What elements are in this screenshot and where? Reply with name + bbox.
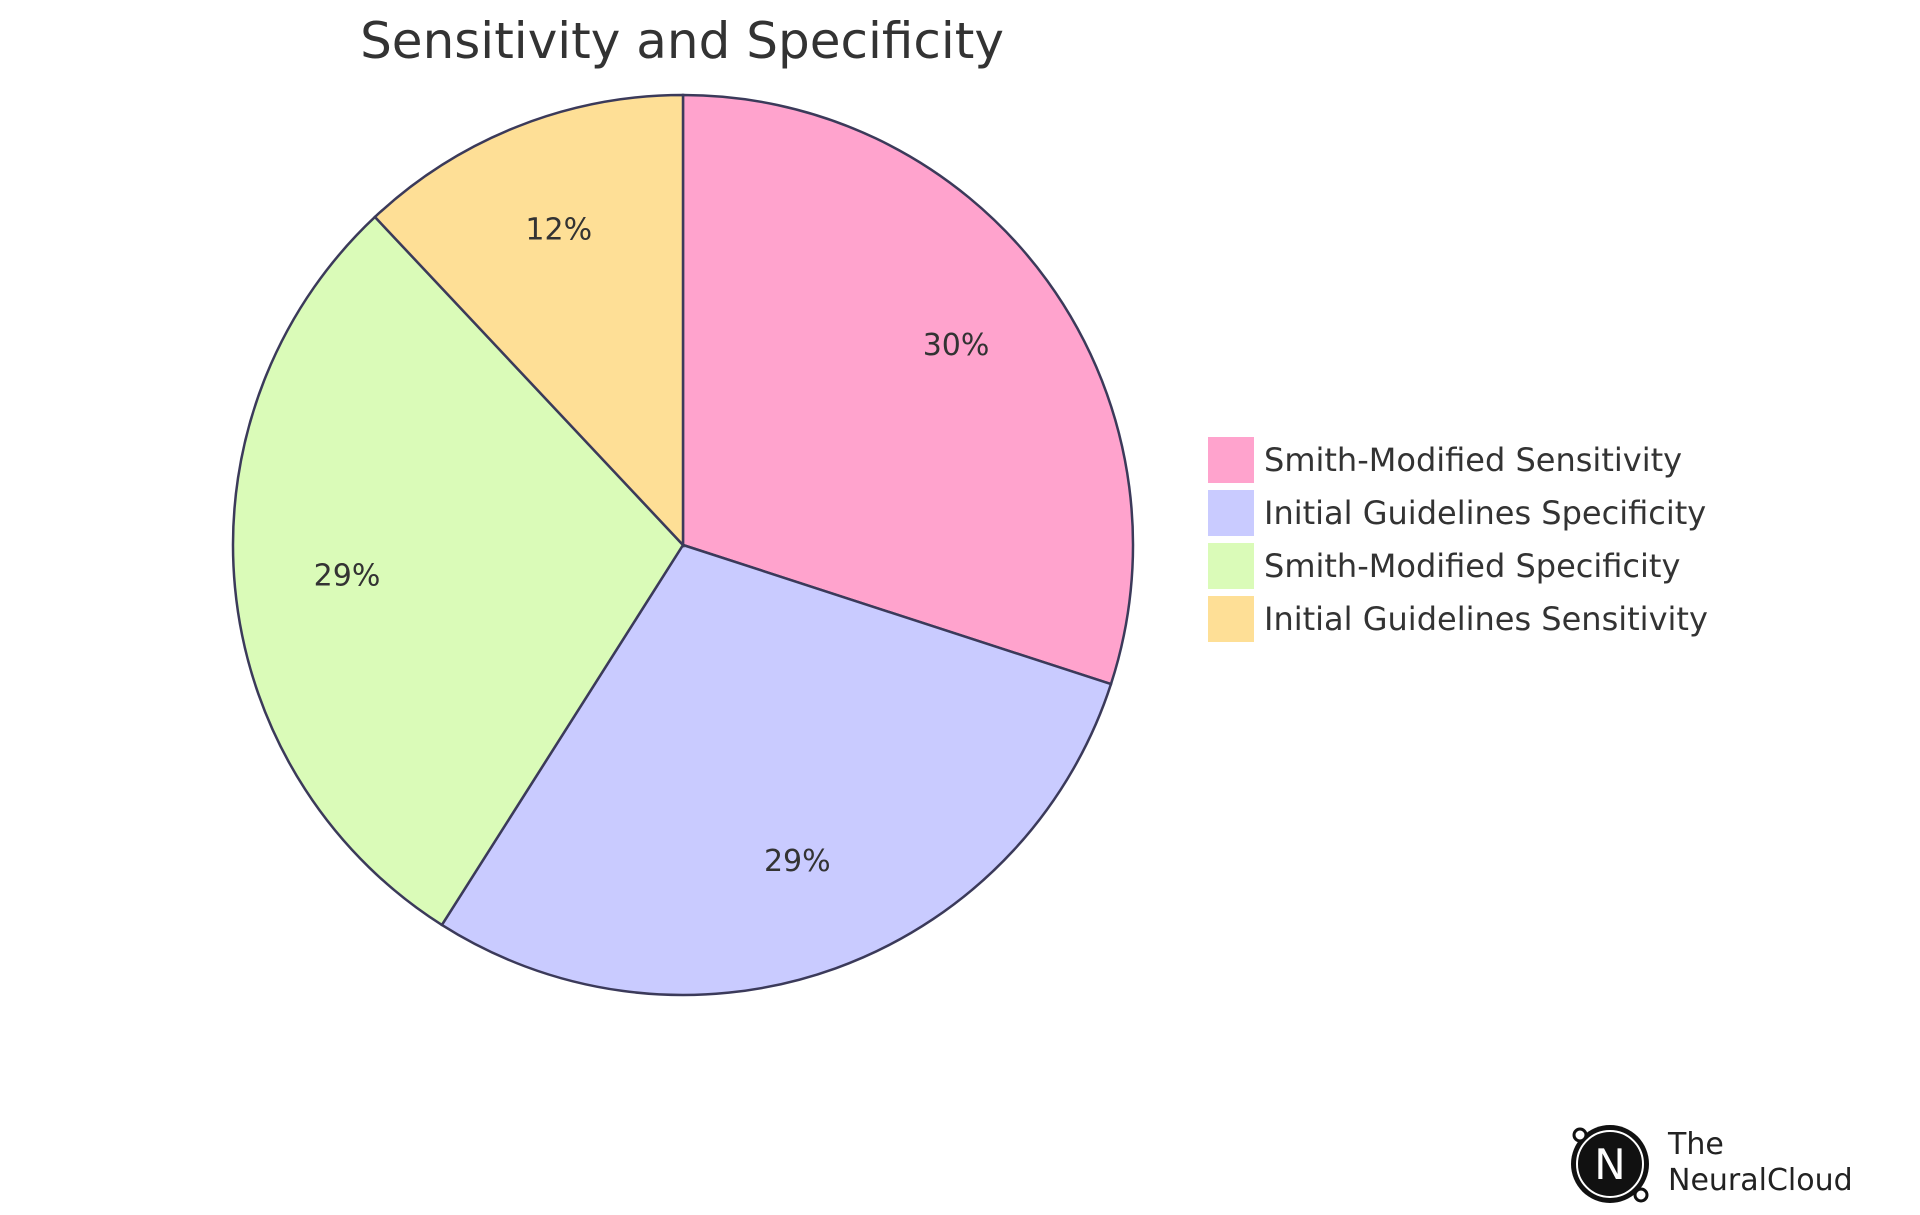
- legend-label-4: Initial Guidelines Sensitivity: [1264, 600, 1708, 638]
- legend-swatch-1: [1208, 437, 1254, 483]
- chart-title: Sensitivity and Specificity: [360, 12, 1004, 70]
- pie-slice-labels: 30% 29% 29% 12%: [314, 213, 990, 879]
- legend-label-1: Smith-Modified Sensitivity: [1264, 441, 1682, 479]
- pie-slice-label-3: 29%: [314, 558, 381, 593]
- pie-slice-label-4: 12%: [525, 213, 592, 248]
- pie-slice-4: [373, 93, 685, 549]
- legend-swatch-4: [1208, 596, 1254, 642]
- pie-slice-label-2: 29%: [764, 844, 831, 879]
- pie-slice-2: [440, 543, 1113, 997]
- brand-name-text: NeuralCloud: [1668, 1163, 1853, 1198]
- chart-legend: Smith-Modified Sensitivity Initial Guidel…: [1208, 437, 1708, 642]
- brand-the-text: The: [1668, 1127, 1724, 1162]
- legend-swatch-2: [1208, 490, 1254, 536]
- neuralcloud-logo-icon: N: [1571, 1125, 1649, 1203]
- legend-swatch-3: [1208, 543, 1254, 589]
- pie-slices: [231, 93, 1135, 997]
- pie-slice-1: [681, 93, 1135, 686]
- legend-label-3: Smith-Modified Specificity: [1264, 547, 1680, 585]
- pie-slice-label-1: 30%: [923, 328, 990, 363]
- logo-letter: N: [1594, 1140, 1625, 1189]
- pie-slice-3: [231, 215, 685, 927]
- brand-logo: N The NeuralCloud: [1560, 1120, 1900, 1205]
- legend-label-2: Initial Guidelines Specificity: [1264, 494, 1706, 532]
